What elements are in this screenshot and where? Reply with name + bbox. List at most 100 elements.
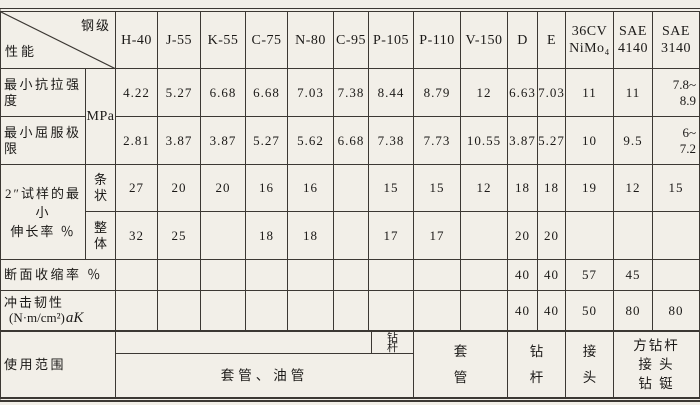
table-cell: 10 [566, 117, 614, 165]
table-cell: 50 [566, 291, 614, 332]
table-cell: 80 [614, 291, 653, 332]
table-cell: 20 [201, 165, 246, 212]
table-cell [369, 260, 414, 291]
table-cell: 40 [508, 260, 538, 291]
usage-casing-tubing-cell: 套管、油管 [220, 367, 309, 383]
sub-label-strip: 条 状 [86, 165, 116, 212]
table-cell: 19 [566, 165, 614, 212]
table-cell [653, 212, 700, 260]
corner-header-cell: 钢级 性能 [1, 12, 116, 69]
table-cell: 5.27 [158, 69, 201, 117]
row-label-elongation: 2″试样的最小 伸长率 ％ [1, 165, 86, 260]
table-cell [369, 291, 414, 332]
table-cell: J-55 [158, 12, 201, 69]
table-cell: 3.87 [508, 117, 538, 165]
unit-cell-mpa: MPa [86, 69, 116, 165]
table-cell: 15 [653, 165, 700, 212]
table-cell [461, 260, 508, 291]
table-cell: SAE 4140 [614, 12, 653, 69]
table-cell [334, 165, 369, 212]
table-cell: 20 [538, 212, 566, 260]
table-cell: 25 [158, 212, 201, 260]
table-cell: 8.44 [369, 69, 414, 117]
table-cell: 11 [614, 69, 653, 117]
table-cell: 6.68 [201, 69, 246, 117]
usage-tool-joint-cell: 接 头 [566, 332, 614, 397]
table-cell: 5.27 [538, 117, 566, 165]
table-cell: 32 [116, 212, 158, 260]
steel-grade-properties-table: 钢级 性能 H-40 J-55 K-55 C-75 N-80 C-95 P-105 P-110… [0, 8, 700, 402]
usage-drill-pipe-small-cell: 钻 杆 [371, 332, 413, 353]
table-cell [288, 291, 334, 332]
diagonal-line [1, 12, 115, 68]
table-cell [116, 260, 158, 291]
table-cell: 7.03 [538, 69, 566, 117]
table-cell [201, 260, 246, 291]
table-cell: 17 [414, 212, 461, 260]
table-cell: 16 [246, 165, 288, 212]
table-cell [614, 212, 653, 260]
table-cell: 20 [508, 212, 538, 260]
table-cell: 6.68 [246, 69, 288, 117]
table-cell [461, 291, 508, 332]
table-cell: 40 [538, 260, 566, 291]
table-cell: 27 [116, 165, 158, 212]
table-cell: D [508, 12, 538, 69]
table-cell: 2.81 [116, 117, 158, 165]
table-cell: 3.87 [158, 117, 201, 165]
table-cell: C-95 [334, 12, 369, 69]
row-label-impact-toughness: 冲击韧性 (N·m/cm²)aK [1, 291, 116, 332]
table-cell: 12 [461, 69, 508, 117]
impact-label-line2: (N·m/cm²)aK [4, 310, 83, 326]
usage-empty-strip [116, 332, 371, 353]
table-cell: 11 [566, 69, 614, 117]
row-label-yield-limit: 最小屈服极限 [1, 117, 86, 165]
table-cell [288, 260, 334, 291]
table-cell [334, 260, 369, 291]
table-cell: 6.68 [334, 117, 369, 165]
table-cell: 40 [538, 291, 566, 332]
table-cell [201, 291, 246, 332]
table-cell: SAE 3140 [653, 12, 700, 69]
table-cell: P-105 [369, 12, 414, 69]
table-cell [566, 212, 614, 260]
table-cell [334, 212, 369, 260]
table-cell: N-80 [288, 12, 334, 69]
table-cell: 45 [614, 260, 653, 291]
table-cell: 7.03 [288, 69, 334, 117]
table-cell: 6~ 7.2 [653, 117, 700, 165]
table-cell [461, 212, 508, 260]
table-cell: 57 [566, 260, 614, 291]
corner-label-steel-grade: 钢级 [80, 18, 111, 33]
table-cell: 4.22 [116, 69, 158, 117]
usage-casing-tubing-region: 钻 杆 套管、油管 [116, 332, 414, 397]
table-cell: 10.55 [461, 117, 508, 165]
table-cell: P-110 [414, 12, 461, 69]
table-cell: 18 [288, 212, 334, 260]
table-cell: 36CV NiMo₄ [566, 12, 614, 69]
table-cell: 9.5 [614, 117, 653, 165]
table-cell [246, 260, 288, 291]
table-cell: 20 [158, 165, 201, 212]
impact-unit: (N·m/cm²) [9, 310, 65, 325]
table-cell [158, 260, 201, 291]
row-label-tensile-strength: 最小抗拉强度 [1, 69, 86, 117]
table-cell: 17 [369, 212, 414, 260]
table-cell [414, 291, 461, 332]
table-cell [116, 291, 158, 332]
table-cell: 7.38 [369, 117, 414, 165]
table-cell: 80 [653, 291, 700, 332]
usage-top-strip: 钻 杆 [116, 332, 413, 354]
table-cell: 5.27 [246, 117, 288, 165]
table-cell: 3.87 [201, 117, 246, 165]
usage-casing-cell: 套 管 [414, 332, 508, 397]
table-cell [414, 260, 461, 291]
table-cell: 16 [288, 165, 334, 212]
table-cell [158, 291, 201, 332]
table-cell: 12 [461, 165, 508, 212]
table-cell: C-75 [246, 12, 288, 69]
usage-drill-pipe-cell: 钻 杆 [508, 332, 566, 397]
table-cell: 8.79 [414, 69, 461, 117]
table-cell [334, 291, 369, 332]
table-cell: 15 [414, 165, 461, 212]
